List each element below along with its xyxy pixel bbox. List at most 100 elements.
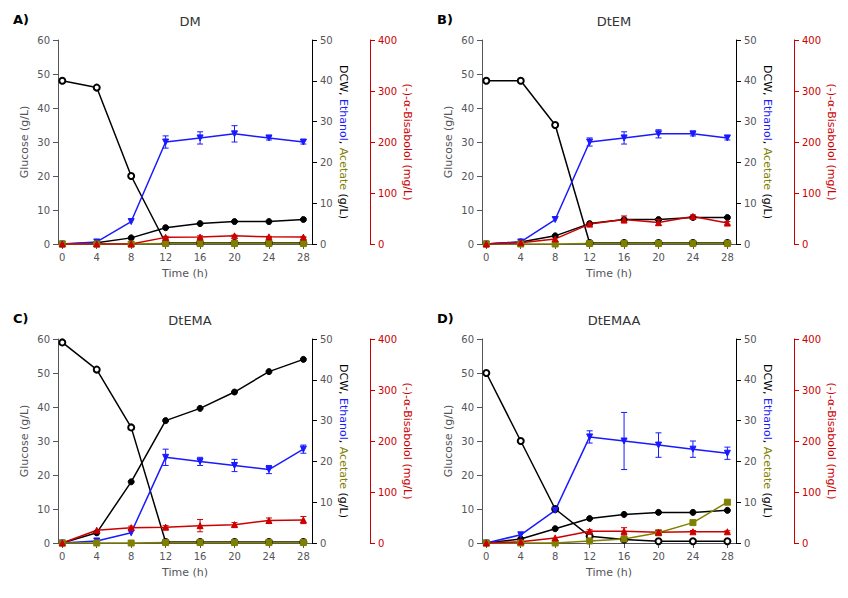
svg-text:DCW: DCW — [337, 65, 350, 92]
svg-text:10: 10 — [37, 205, 50, 216]
svg-text:300: 300 — [802, 86, 821, 97]
svg-text:Ethanol: Ethanol — [337, 99, 350, 141]
svg-text:0: 0 — [320, 538, 326, 549]
svg-text:(g/L): (g/L) — [337, 489, 350, 518]
svg-text:0: 0 — [744, 538, 750, 549]
svg-text:,: , — [337, 141, 350, 148]
svg-text:0: 0 — [44, 538, 50, 549]
svg-text:,: , — [761, 440, 774, 447]
svg-text:200: 200 — [378, 436, 397, 447]
svg-text:16: 16 — [618, 551, 631, 562]
svg-text:0: 0 — [468, 239, 474, 250]
svg-text:(-)-α-Bisabolol (mg/L): (-)-α-Bisabolol (mg/L) — [825, 383, 838, 500]
svg-text:0: 0 — [483, 252, 489, 263]
svg-text:Ethanol: Ethanol — [337, 398, 350, 440]
svg-text:30: 30 — [320, 116, 333, 127]
svg-text:60: 60 — [461, 35, 474, 46]
svg-text:30: 30 — [744, 415, 757, 426]
svg-text:10: 10 — [461, 504, 474, 515]
svg-text:(g/L): (g/L) — [761, 190, 774, 219]
svg-text:30: 30 — [320, 415, 333, 426]
svg-text:4: 4 — [94, 551, 100, 562]
svg-text:100: 100 — [802, 487, 821, 498]
svg-text:D): D) — [437, 311, 454, 326]
svg-text:50: 50 — [744, 35, 757, 46]
svg-text:12: 12 — [583, 252, 596, 263]
svg-text:20: 20 — [320, 456, 333, 467]
svg-text:300: 300 — [378, 86, 397, 97]
svg-text:Time (h): Time (h) — [585, 566, 632, 579]
svg-text:,: , — [761, 92, 774, 99]
svg-text:24: 24 — [263, 551, 276, 562]
svg-text:50: 50 — [744, 334, 757, 345]
svg-text:20: 20 — [37, 470, 50, 481]
svg-text:40: 40 — [461, 103, 474, 114]
svg-text:30: 30 — [461, 436, 474, 447]
svg-text:20: 20 — [652, 551, 665, 562]
svg-text:DCW: DCW — [337, 364, 350, 391]
svg-text:10: 10 — [744, 198, 757, 209]
svg-text:200: 200 — [802, 436, 821, 447]
svg-text:20: 20 — [228, 551, 241, 562]
svg-text:Time (h): Time (h) — [585, 267, 632, 280]
svg-text:0: 0 — [59, 551, 65, 562]
svg-text:12: 12 — [159, 551, 172, 562]
svg-text:0: 0 — [378, 239, 384, 250]
svg-text:50: 50 — [37, 368, 50, 379]
svg-text:60: 60 — [37, 35, 50, 46]
svg-text:24: 24 — [263, 252, 276, 263]
svg-text:400: 400 — [378, 35, 397, 46]
svg-text:Ethanol: Ethanol — [761, 99, 774, 141]
svg-text:16: 16 — [194, 551, 207, 562]
svg-text:(-)-α-Bisabolol (mg/L): (-)-α-Bisabolol (mg/L) — [401, 383, 414, 500]
svg-text:Acetate: Acetate — [761, 148, 774, 191]
svg-text:300: 300 — [802, 385, 821, 396]
svg-text:0: 0 — [483, 551, 489, 562]
svg-text:100: 100 — [378, 188, 397, 199]
svg-text:50: 50 — [320, 35, 333, 46]
svg-text:12: 12 — [159, 252, 172, 263]
svg-text:20: 20 — [744, 456, 757, 467]
svg-text:10: 10 — [37, 504, 50, 515]
svg-text:10: 10 — [320, 198, 333, 209]
svg-text:20: 20 — [37, 171, 50, 182]
svg-text:50: 50 — [37, 69, 50, 80]
svg-text:0: 0 — [468, 538, 474, 549]
svg-text:20: 20 — [228, 252, 241, 263]
svg-text:Ethanol: Ethanol — [761, 398, 774, 440]
svg-text:60: 60 — [461, 334, 474, 345]
svg-text:8: 8 — [128, 252, 134, 263]
svg-text:0: 0 — [59, 252, 65, 263]
svg-text:0: 0 — [802, 239, 808, 250]
svg-text:40: 40 — [461, 402, 474, 413]
svg-text:Acetate: Acetate — [337, 447, 350, 490]
svg-text:(g/L): (g/L) — [761, 489, 774, 518]
svg-text:(-)-α-Bisabolol (mg/L): (-)-α-Bisabolol (mg/L) — [401, 84, 414, 201]
svg-text:,: , — [761, 391, 774, 398]
svg-text:4: 4 — [94, 252, 100, 263]
svg-text:(g/L): (g/L) — [337, 190, 350, 219]
svg-text:8: 8 — [552, 252, 558, 263]
svg-text:Time (h): Time (h) — [161, 566, 208, 579]
svg-text:DtEM: DtEM — [597, 14, 632, 29]
svg-text:24: 24 — [687, 252, 700, 263]
svg-text:C): C) — [13, 311, 28, 326]
svg-text:,: , — [337, 440, 350, 447]
svg-text:A): A) — [13, 12, 29, 27]
svg-text:50: 50 — [461, 69, 474, 80]
svg-text:30: 30 — [37, 137, 50, 148]
svg-text:10: 10 — [461, 205, 474, 216]
svg-text:100: 100 — [378, 487, 397, 498]
svg-text:DCW: DCW — [761, 65, 774, 92]
svg-text:16: 16 — [194, 252, 207, 263]
svg-text:B): B) — [437, 12, 453, 27]
svg-text:40: 40 — [320, 75, 333, 86]
svg-text:40: 40 — [37, 402, 50, 413]
svg-text:0: 0 — [378, 538, 384, 549]
svg-text:30: 30 — [37, 436, 50, 447]
svg-text:Glucose (g/L): Glucose (g/L) — [442, 106, 455, 179]
svg-text:20: 20 — [320, 157, 333, 168]
svg-text:10: 10 — [744, 497, 757, 508]
svg-text:Acetate: Acetate — [337, 148, 350, 191]
svg-text:16: 16 — [618, 252, 631, 263]
